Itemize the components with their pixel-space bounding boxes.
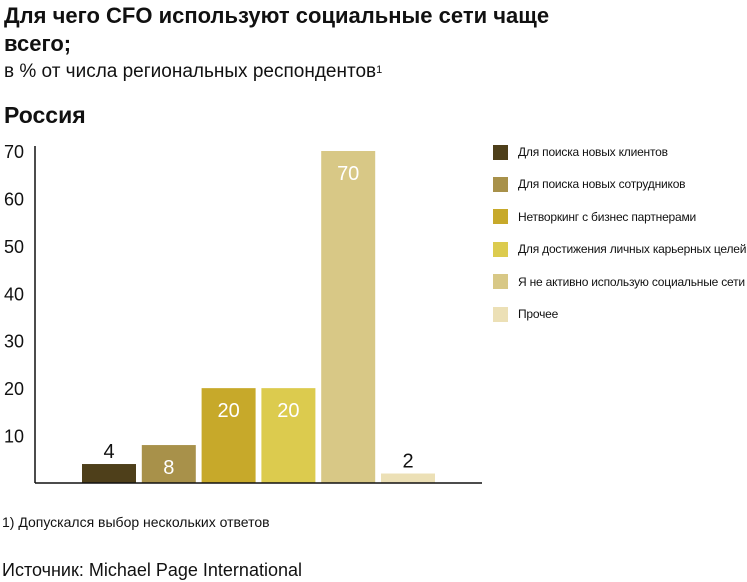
bar-value-label: 2 xyxy=(402,451,413,473)
bar-value-label: 8 xyxy=(163,457,174,479)
legend-label: Прочее xyxy=(518,307,559,321)
y-tick-label: 30 xyxy=(4,332,24,352)
chart-subtitle: в % от числа региональных респондентов1 xyxy=(4,60,382,84)
legend-swatch xyxy=(493,144,508,160)
legend-item: Я не активно использую социальные сети xyxy=(493,274,745,290)
legend-label: Для достижения личных карьерных целей xyxy=(518,242,747,257)
subtitle-footnote-mark: 1 xyxy=(376,64,383,76)
y-tick-label: 20 xyxy=(4,379,24,399)
legend-swatch xyxy=(493,306,508,322)
legend-label: Для поиска новых клиентов xyxy=(518,145,668,159)
region-heading: Россия xyxy=(4,102,86,128)
footnote: 1) Допускался выбор нескольких ответов xyxy=(2,514,270,530)
legend-item: Прочее xyxy=(493,306,558,322)
chart-title: Для чего CFO используют социальные сети … xyxy=(4,3,550,56)
bar xyxy=(82,464,136,483)
legend-label: Нетворкинг с бизнес партнерами xyxy=(518,209,697,224)
y-tick-label: 50 xyxy=(4,237,24,257)
bar-value-label: 4 xyxy=(103,441,114,463)
legend-swatch xyxy=(493,241,508,257)
legend-label: Я не активно использую социальные сети xyxy=(518,274,745,289)
y-tick-label: 60 xyxy=(4,189,24,209)
y-tick-label: 10 xyxy=(4,427,24,447)
legend-swatch xyxy=(493,274,508,290)
legend-item: Для достижения личных карьерных целей xyxy=(493,241,746,257)
subtitle-text: в % от числа региональных респондентов xyxy=(4,61,377,82)
bar-value-label: 70 xyxy=(337,163,359,185)
legend-item: Нетворкинг с бизнес партнерами xyxy=(493,209,696,225)
y-tick-label: 40 xyxy=(4,284,24,304)
legend-label: Для поиска новых сотрудников xyxy=(518,177,686,192)
legend-item: Для поиска новых клиентов xyxy=(493,144,668,160)
source-note: Источник: Michael Page International xyxy=(2,560,302,580)
bar-value-label: 20 xyxy=(217,400,239,422)
bar xyxy=(201,388,256,483)
bar xyxy=(141,445,196,483)
legend-swatch xyxy=(493,209,508,225)
bar-value-label: 20 xyxy=(277,400,299,422)
y-tick-label: 70 xyxy=(4,142,24,162)
bar xyxy=(261,388,316,483)
legend-item: Для поиска новых сотрудников xyxy=(493,176,686,192)
bar xyxy=(321,151,376,483)
legend-swatch xyxy=(493,176,508,192)
bar xyxy=(381,473,435,483)
